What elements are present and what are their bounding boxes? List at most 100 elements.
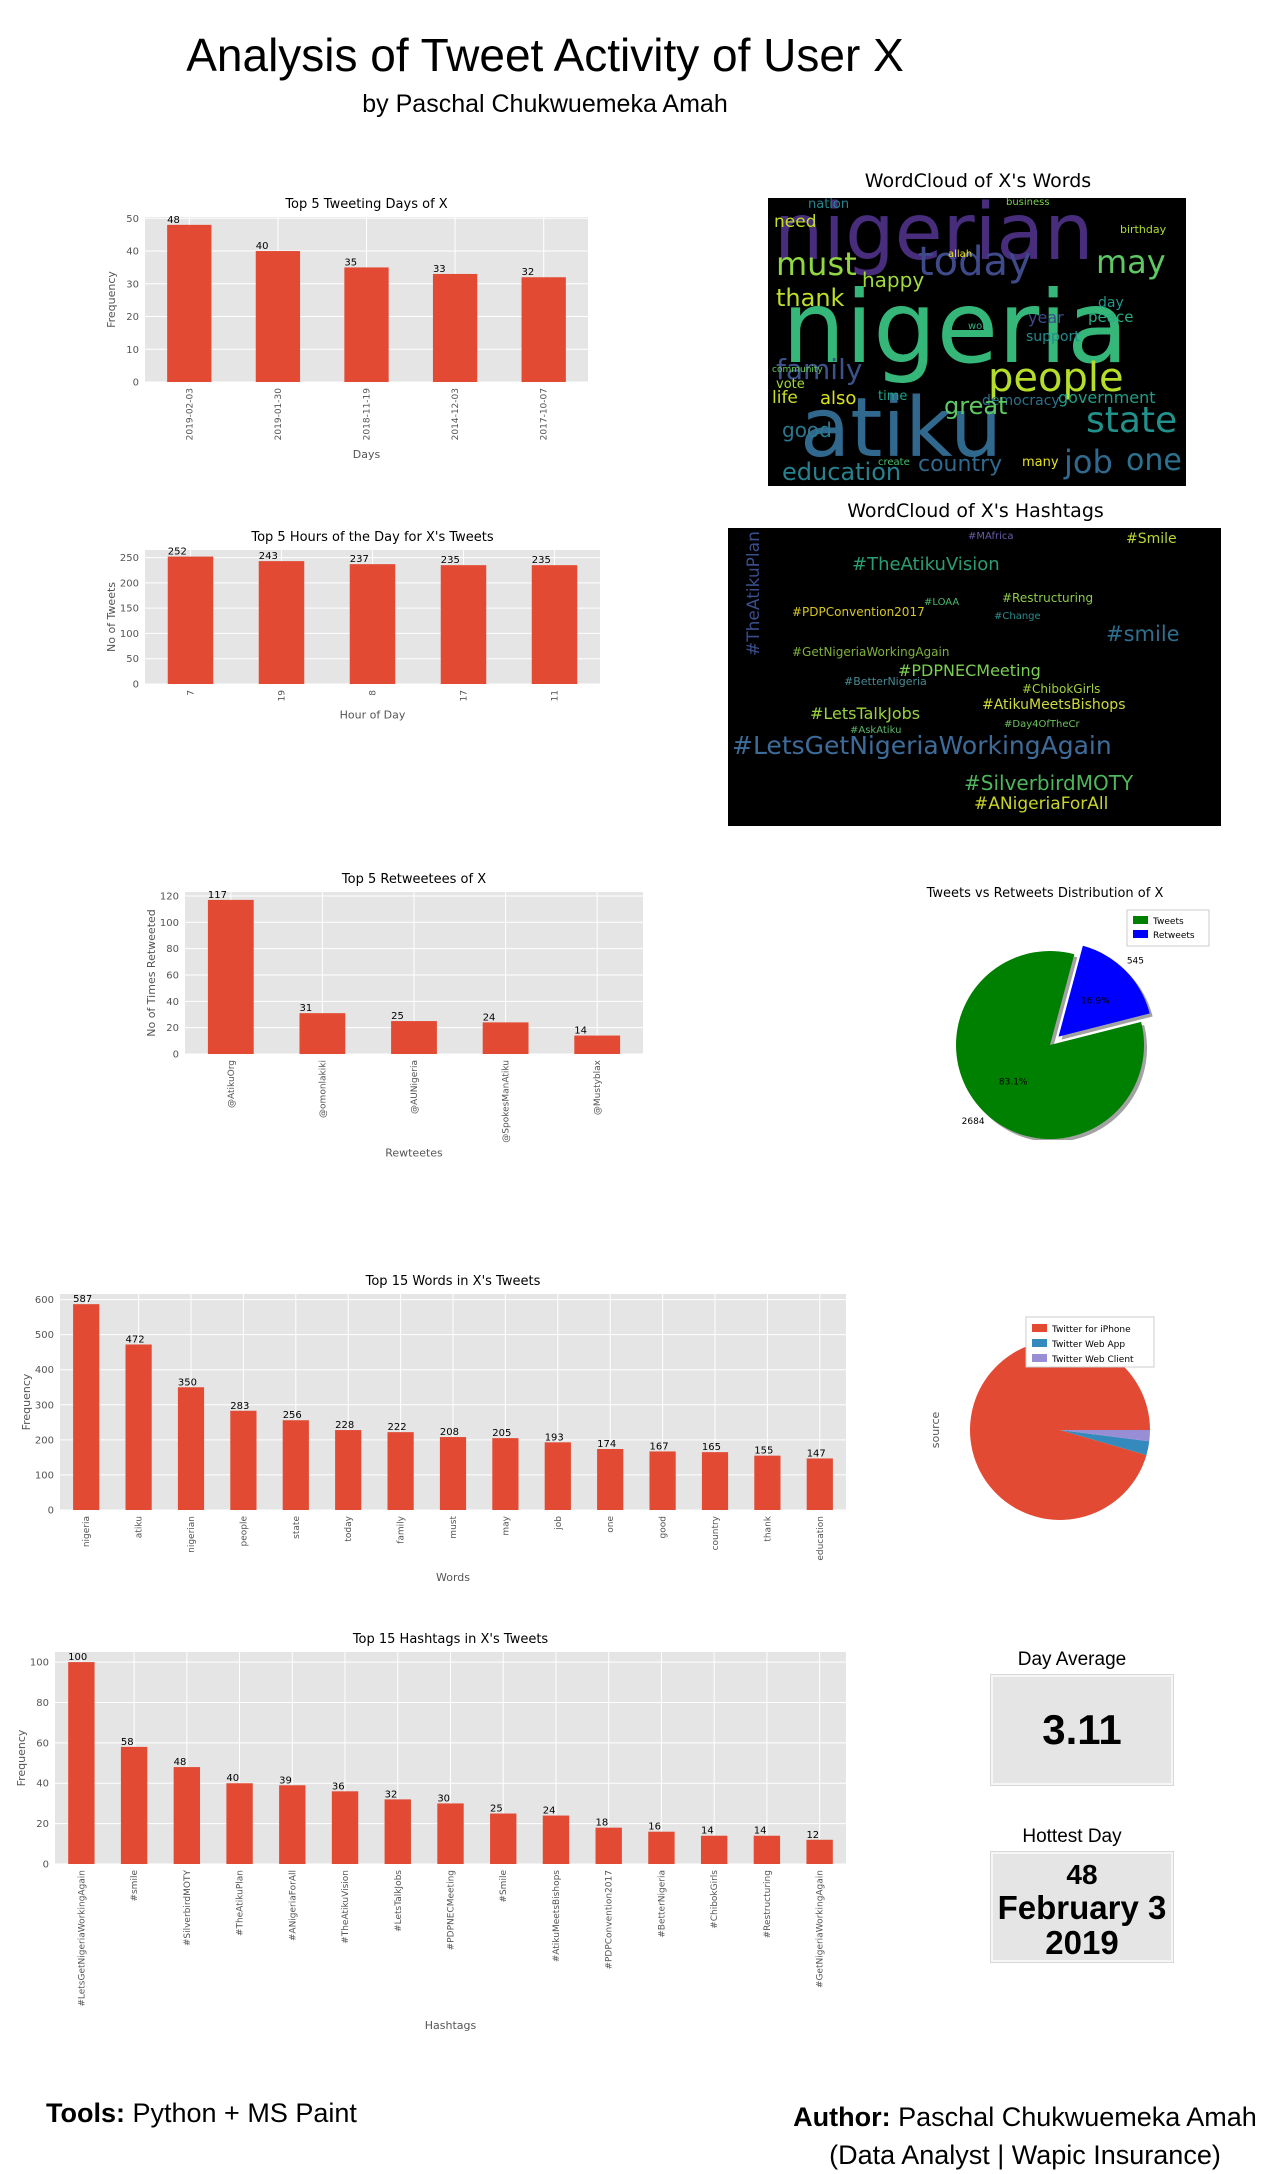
bar bbox=[258, 561, 305, 684]
legend-box bbox=[1025, 1316, 1155, 1368]
bar-value-label: 24 bbox=[483, 1012, 496, 1023]
bar bbox=[226, 1783, 253, 1864]
hottest-day-title: Hottest Day bbox=[1022, 1826, 1122, 1847]
chart-title: Top 5 Hours of the Day for X's Tweets bbox=[250, 530, 494, 545]
bar bbox=[700, 1835, 728, 1864]
bar-value-label: 39 bbox=[279, 1775, 292, 1786]
author-credit: Author: Paschal Chukwuemeka Amah (Data A… bbox=[790, 2098, 1260, 2174]
y-tick-label: 30 bbox=[126, 279, 139, 290]
y-axis-label: Frequency bbox=[105, 271, 118, 328]
y-tick-label: 120 bbox=[160, 891, 179, 902]
x-tick-label: one bbox=[606, 1516, 616, 1533]
x-tick-label: @Mustyblax bbox=[593, 1059, 603, 1115]
x-tick-label: 2018-11-19 bbox=[363, 388, 373, 441]
x-tick-label: 2017-10-07 bbox=[540, 388, 550, 440]
hottest-day-date: February 3 bbox=[997, 1889, 1167, 1926]
pie-slice bbox=[1060, 1430, 1150, 1456]
bar bbox=[207, 899, 254, 1054]
bar-value-label: 228 bbox=[335, 1420, 354, 1431]
x-axis-label: Hashtags bbox=[425, 2019, 477, 2032]
bar bbox=[806, 1458, 833, 1510]
bar-value-label: 252 bbox=[168, 547, 187, 558]
pie-percent-label: 83.1% bbox=[999, 1077, 1028, 1087]
x-tick-label: #TheAtikuPlan bbox=[236, 1870, 246, 1936]
y-tick-label: 0 bbox=[133, 378, 139, 389]
pie-value-label: 545 bbox=[1127, 957, 1144, 967]
wordcloud-hashtags-title: WordCloud of X's Hashtags bbox=[847, 500, 1104, 522]
bar bbox=[806, 1839, 833, 1864]
x-tick-label: country bbox=[711, 1515, 721, 1550]
x-tick-label: 11 bbox=[551, 690, 561, 701]
y-tick-label: 10 bbox=[126, 345, 139, 356]
bar bbox=[648, 1831, 675, 1864]
x-tick-label: #PDPNECMeeting bbox=[447, 1870, 457, 1950]
wc-word: #Smile bbox=[1126, 531, 1177, 547]
wc-word: nation bbox=[808, 198, 850, 212]
bar bbox=[482, 1022, 529, 1054]
bar bbox=[282, 1420, 309, 1510]
wc-word: work bbox=[968, 321, 993, 332]
x-tick-label: education bbox=[816, 1516, 826, 1561]
bar bbox=[440, 565, 487, 684]
y-axis-label: Frequency bbox=[15, 1729, 28, 1786]
bar bbox=[597, 1448, 624, 1510]
x-tick-label: #Smile bbox=[499, 1870, 509, 1903]
wc-word: day bbox=[1098, 295, 1124, 311]
bar bbox=[177, 1387, 205, 1510]
y-axis-label: Frequency bbox=[20, 1373, 33, 1430]
legend-label: Twitter for iPhone bbox=[1051, 1325, 1131, 1335]
y-tick-label: 80 bbox=[166, 944, 179, 955]
y-tick-label: 0 bbox=[133, 680, 139, 691]
y-tick-label: 0 bbox=[48, 1506, 54, 1517]
x-tick-label: people bbox=[239, 1516, 249, 1547]
bar bbox=[649, 1451, 676, 1510]
legend-swatch bbox=[1133, 930, 1148, 938]
legend-swatch bbox=[1032, 1339, 1047, 1347]
wc-word: #MAfrica bbox=[968, 531, 1014, 542]
wc-word: #LetsGetNigeriaWorkingAgain bbox=[732, 731, 1112, 760]
bar-value-label: 32 bbox=[522, 267, 535, 278]
y-tick-label: 60 bbox=[36, 1738, 49, 1749]
byline: by Paschal Chukwuemeka Amah bbox=[362, 90, 728, 118]
legend-label: Tweets bbox=[1152, 917, 1184, 927]
wc-word: create bbox=[878, 457, 910, 468]
bar-value-label: 587 bbox=[73, 1294, 92, 1305]
legend-label: Retweets bbox=[1153, 931, 1195, 941]
wc-word: good bbox=[782, 418, 832, 442]
legend-label: Twitter Web App bbox=[1051, 1340, 1125, 1350]
bar-value-label: 40 bbox=[256, 241, 269, 252]
bar bbox=[173, 1767, 201, 1864]
hottest-day-count: 48 bbox=[1066, 1859, 1098, 1890]
chart-title: Tweets vs Retweets Distribution of X bbox=[926, 886, 1164, 901]
y-tick-label: 150 bbox=[120, 604, 139, 615]
bar-value-label: 31 bbox=[300, 1003, 313, 1014]
y-axis-label: No of Tweets bbox=[105, 582, 118, 652]
hottest-day-box: 48 February 3 2019 bbox=[991, 1852, 1173, 1962]
y-tick-label: 50 bbox=[126, 654, 139, 665]
y-tick-label: 40 bbox=[126, 247, 139, 258]
wordcloud-words-title: WordCloud of X's Words bbox=[864, 170, 1092, 192]
day-average-value: 3.11 bbox=[1042, 1706, 1122, 1753]
pie-slice bbox=[1058, 945, 1150, 1037]
x-axis-label: Hour of Day bbox=[340, 708, 406, 721]
bar-value-label: 155 bbox=[754, 1446, 773, 1457]
y-tick-label: 100 bbox=[160, 918, 179, 929]
y-tick-label: 50 bbox=[126, 214, 139, 225]
wc-word: need bbox=[774, 212, 817, 232]
bar-value-label: 35 bbox=[344, 257, 357, 268]
bar-value-label: 235 bbox=[441, 555, 460, 566]
bar bbox=[167, 556, 214, 684]
x-tick-label: #AtikuMeetsBishops bbox=[552, 1870, 562, 1963]
hottest-day-year: 2019 bbox=[1045, 1924, 1119, 1961]
y-tick-label: 0 bbox=[173, 1050, 179, 1061]
wc-word: today bbox=[918, 239, 1032, 285]
bar bbox=[73, 1304, 100, 1510]
bar bbox=[384, 1799, 411, 1864]
bar bbox=[544, 1442, 571, 1510]
bar-value-label: 283 bbox=[230, 1401, 249, 1412]
wc-word: people bbox=[988, 355, 1124, 401]
chart-title: Top 15 Words in X's Tweets bbox=[365, 1274, 541, 1289]
bar bbox=[432, 273, 478, 382]
pie-percent-label: 16.9% bbox=[1081, 996, 1110, 1006]
bar-value-label: 24 bbox=[543, 1806, 556, 1817]
